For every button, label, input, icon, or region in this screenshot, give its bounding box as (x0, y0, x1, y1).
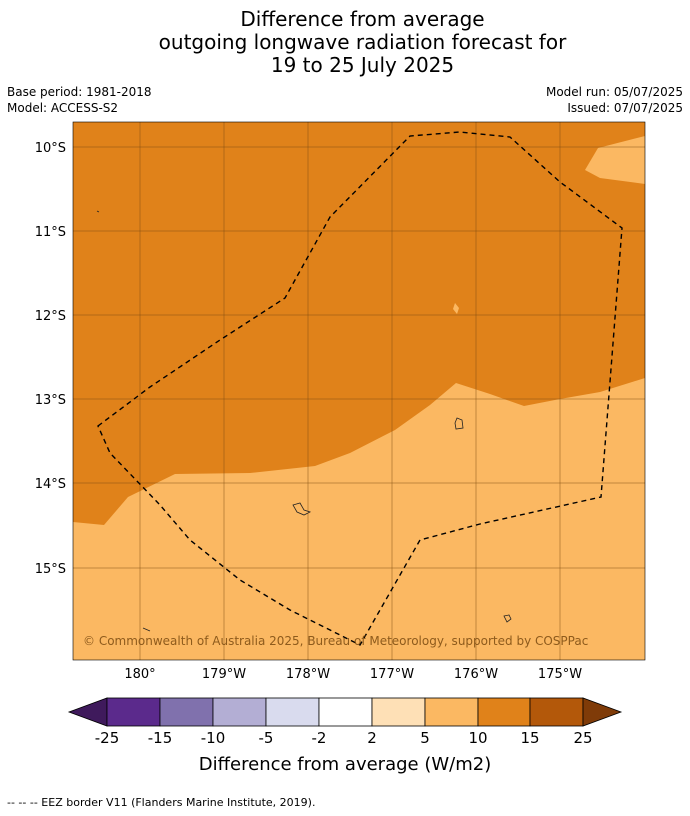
map-plot-area (73, 122, 645, 660)
colorbar-tick: -10 (201, 729, 226, 747)
colorbar-label: Difference from average (W/m2) (199, 754, 491, 775)
islands (96, 210, 512, 632)
latitude-labels: 10°S 11°S 12°S 13°S 14°S 15°S (35, 141, 66, 577)
colorbar-bin (477, 697, 531, 727)
island-northwest (96, 210, 100, 213)
meta-right: Model run: 05/07/2025 Issued: 07/07/2025 (546, 84, 683, 116)
colorbar-arrow-left (67, 697, 108, 727)
colorbar-bin (318, 697, 373, 727)
colorbar-bin (424, 697, 479, 727)
lat-label: 10°S (35, 141, 66, 156)
colorbar-tick: -5 (259, 729, 274, 747)
lat-label: 15°S (35, 562, 66, 577)
colorbar-tick: 2 (367, 729, 377, 747)
colorbar-tick: -2 (312, 729, 327, 747)
island-southwest (142, 627, 151, 632)
region-5-to-10-south (73, 378, 645, 660)
map-frame (72, 121, 646, 661)
colorbar-bin (212, 697, 267, 727)
colorbar-bin (529, 697, 584, 727)
issued-date: Issued: 07/07/2025 (567, 101, 683, 115)
colorbar (67, 697, 623, 727)
copyright-text: © Commonwealth of Australia 2025, Bureau… (83, 634, 588, 648)
lat-label: 11°S (35, 225, 66, 240)
base-period: Base period: 1981-2018 (7, 85, 152, 99)
colorbar-bin (371, 697, 426, 727)
title-line-3: 19 to 25 July 2025 (270, 53, 455, 77)
gridlines (73, 122, 645, 660)
region-5-to-10-northeast (585, 136, 645, 184)
meta-left: Base period: 1981-2018 Model: ACCESS-S2 (7, 84, 152, 116)
lon-label: 177°W (370, 667, 414, 682)
lon-label: 175°W (538, 667, 582, 682)
island-south (503, 614, 512, 623)
lat-label: 12°S (35, 309, 66, 324)
lon-label: 176°W (454, 667, 498, 682)
colorbar-tick: 25 (573, 729, 592, 747)
lat-label: 14°S (35, 477, 66, 492)
colorbar-tick: 5 (420, 729, 430, 747)
colorbar-tick-labels: -25 -15 -10 -5 -2 2 5 10 15 25 (95, 729, 593, 747)
island-west (292, 502, 312, 516)
lon-label: 178°W (286, 667, 330, 682)
map-title: Difference from average outgoing longwav… (0, 8, 690, 77)
longitude-labels: 180° 179°W 178°W 177°W 176°W 175°W (124, 667, 582, 682)
colorbar-tick: 10 (468, 729, 487, 747)
colorbar-tick: -25 (95, 729, 120, 747)
island-upper (453, 303, 459, 314)
colorbar-arrow-right (582, 697, 623, 727)
island-middle (454, 417, 464, 430)
title-line-2: outgoing longwave radiation forecast for (158, 30, 567, 54)
model-run: Model run: 05/07/2025 (545, 85, 683, 99)
eez-border-note: -- -- -- EEZ border V11 (Flanders Marine… (7, 796, 316, 809)
colorbar-bin (106, 697, 161, 727)
colorbar-tick: -15 (148, 729, 173, 747)
lon-label: 180° (124, 667, 155, 682)
colorbar-bin (159, 697, 214, 727)
colorbar-tick: 15 (520, 729, 539, 747)
colorbar-bin (265, 697, 320, 727)
model-name: Model: ACCESS-S2 (7, 101, 119, 115)
eez-border (97, 131, 623, 646)
lat-label: 13°S (35, 393, 66, 408)
title-line-1: Difference from average (240, 7, 485, 31)
lon-label: 179°W (202, 667, 246, 682)
